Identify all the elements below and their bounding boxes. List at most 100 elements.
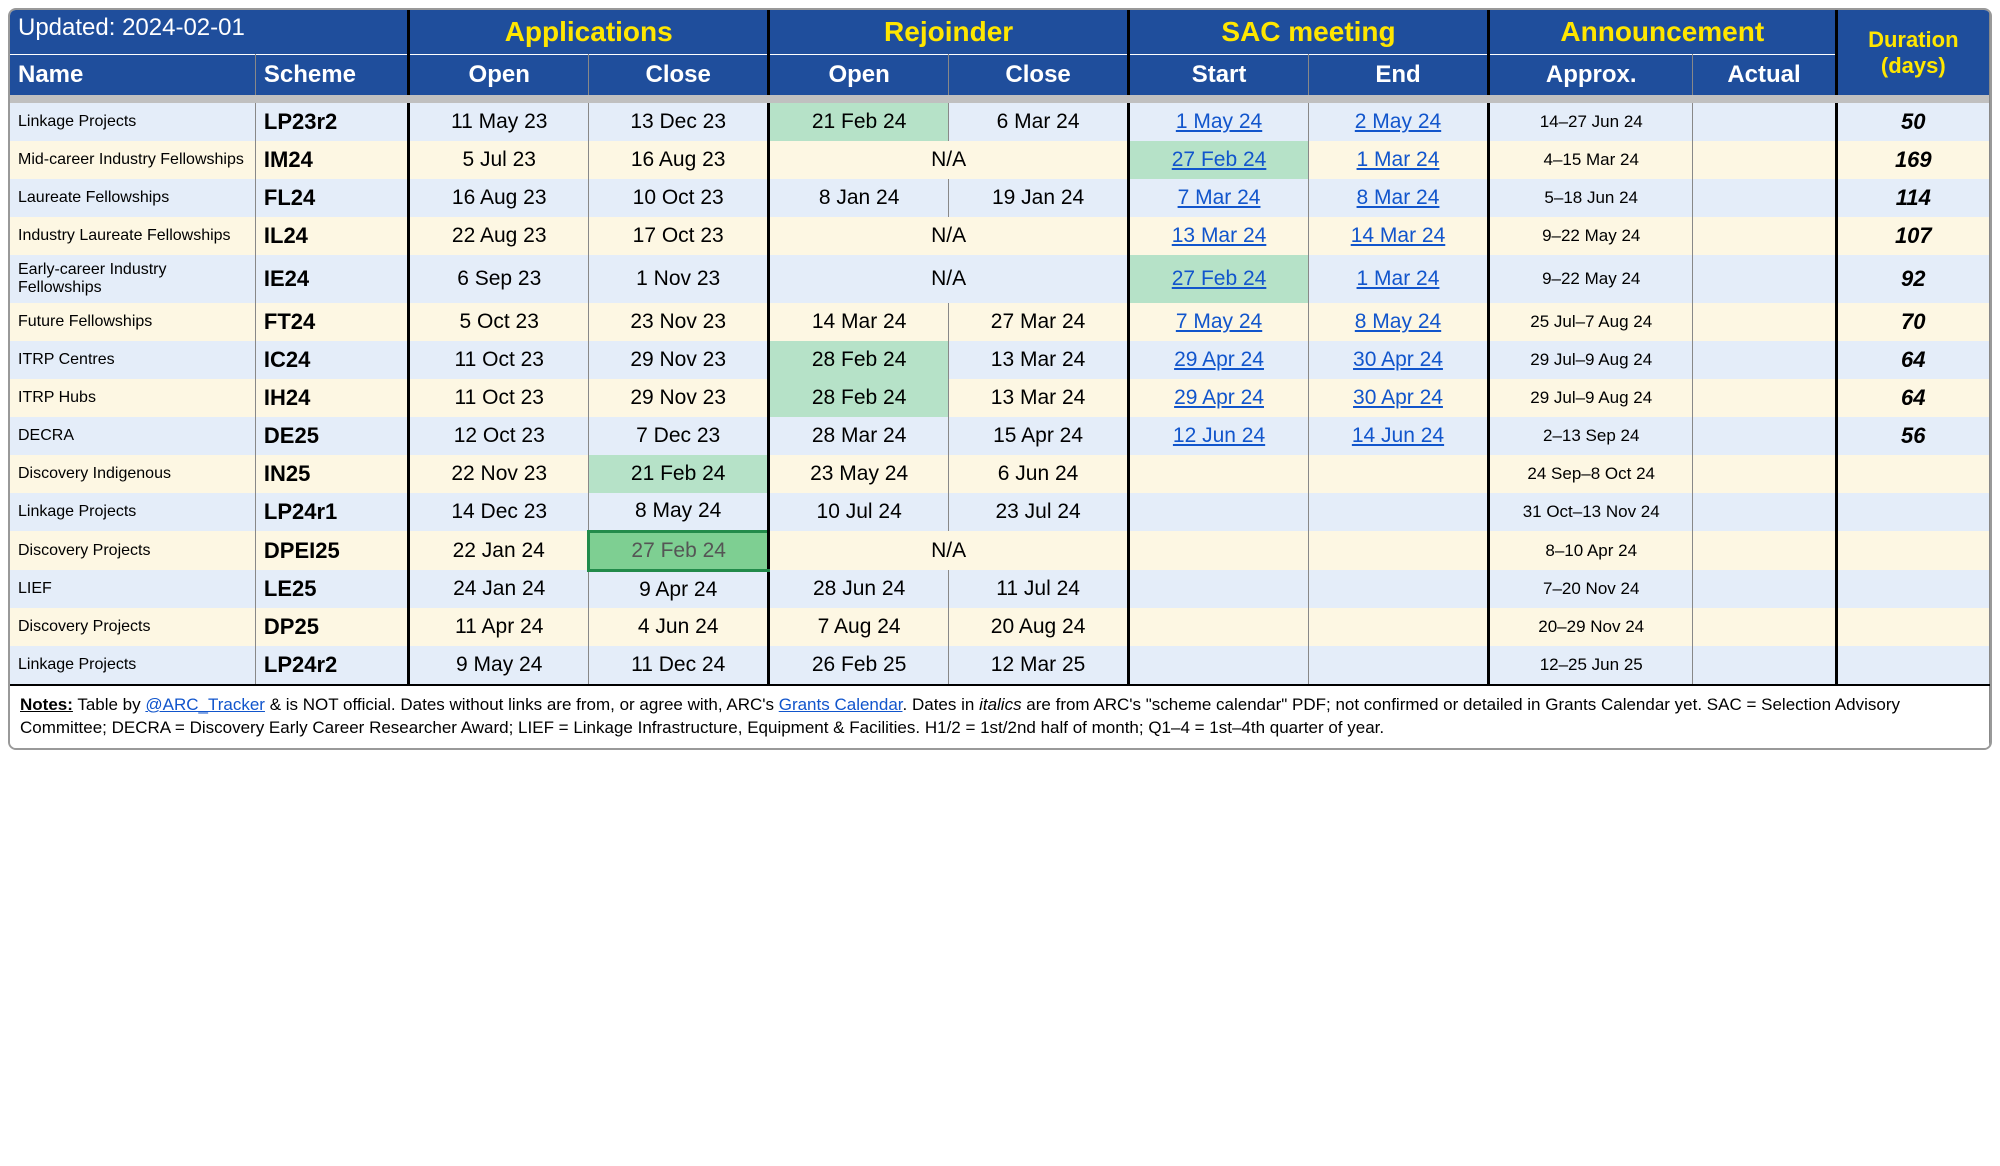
cell-app-close: 13 Dec 23 <box>589 103 769 141</box>
cell-scheme: IH24 <box>255 379 408 417</box>
cell-duration: 107 <box>1836 217 1989 255</box>
cell-actual <box>1693 570 1836 608</box>
cell-actual <box>1693 217 1836 255</box>
cell-actual <box>1693 531 1836 570</box>
cell-app-open: 11 Apr 24 <box>409 608 589 646</box>
cell-app-open: 5 Jul 23 <box>409 141 589 179</box>
cell-duration <box>1836 455 1989 493</box>
table-row: Early-career Industry FellowshipsIE246 S… <box>10 255 1990 303</box>
date-link[interactable]: 8 Mar 24 <box>1357 186 1440 209</box>
cell-app-close: 29 Nov 23 <box>589 379 769 417</box>
date-link[interactable]: 13 Mar 24 <box>1172 224 1267 247</box>
cell-actual <box>1693 255 1836 303</box>
cell-actual <box>1693 103 1836 141</box>
date-link[interactable]: 29 Apr 24 <box>1174 348 1264 371</box>
cell-sac-end <box>1309 493 1489 531</box>
cell-name: Laureate Fellowships <box>10 179 255 217</box>
date-link[interactable]: 30 Apr 24 <box>1353 386 1443 409</box>
cell-sac-end <box>1309 455 1489 493</box>
cell-app-close: 1 Nov 23 <box>589 255 769 303</box>
cell-approx: 9–22 May 24 <box>1488 217 1692 255</box>
table-row: Mid-career Industry FellowshipsIM245 Jul… <box>10 141 1990 179</box>
separator-row <box>10 95 1990 103</box>
cell-duration <box>1836 646 1989 685</box>
cell-duration: 50 <box>1836 103 1989 141</box>
cell-duration: 114 <box>1836 179 1989 217</box>
cell-app-close: 23 Nov 23 <box>589 303 769 341</box>
cell-scheme: DP25 <box>255 608 408 646</box>
cell-app-close: 4 Jun 24 <box>589 608 769 646</box>
table-row: Linkage ProjectsLP24r29 May 2411 Dec 242… <box>10 646 1990 685</box>
table-row: Discovery IndigenousIN2522 Nov 2321 Feb … <box>10 455 1990 493</box>
cell-name: Discovery Indigenous <box>10 455 255 493</box>
cell-app-open: 14 Dec 23 <box>409 493 589 531</box>
cell-approx: 20–29 Nov 24 <box>1488 608 1692 646</box>
cell-duration <box>1836 493 1989 531</box>
date-link[interactable]: 12 Jun 24 <box>1173 424 1265 447</box>
cell-scheme: LP23r2 <box>255 103 408 141</box>
cell-rej-na: N/A <box>769 255 1129 303</box>
date-link[interactable]: 1 Mar 24 <box>1357 267 1440 290</box>
cell-sac-end: 8 Mar 24 <box>1309 179 1489 217</box>
cell-rej-open: 10 Jul 24 <box>769 493 949 531</box>
cell-sac-start: 27 Feb 24 <box>1129 141 1309 179</box>
notes-link-arc-tracker[interactable]: @ARC_Tracker <box>145 695 265 714</box>
table-row: Discovery ProjectsDP2511 Apr 244 Jun 247… <box>10 608 1990 646</box>
cell-name: ITRP Hubs <box>10 379 255 417</box>
date-link[interactable]: 27 Feb 24 <box>1172 148 1267 171</box>
cell-sac-start: 27 Feb 24 <box>1129 255 1309 303</box>
cell-app-close: 17 Oct 23 <box>589 217 769 255</box>
cell-name: Discovery Projects <box>10 531 255 570</box>
cell-approx: 8–10 Apr 24 <box>1488 531 1692 570</box>
col-scheme: Scheme <box>255 55 408 96</box>
date-link[interactable]: 30 Apr 24 <box>1353 348 1443 371</box>
cell-sac-start: 13 Mar 24 <box>1129 217 1309 255</box>
date-link[interactable]: 2 May 24 <box>1355 110 1441 133</box>
cell-duration: 64 <box>1836 379 1989 417</box>
cell-rej-close: 23 Jul 24 <box>949 493 1129 531</box>
cell-app-close: 16 Aug 23 <box>589 141 769 179</box>
cell-scheme: FT24 <box>255 303 408 341</box>
cell-actual <box>1693 303 1836 341</box>
cell-rej-na: N/A <box>769 531 1129 570</box>
table-container: Updated: 2024-02-01 Applications Rejoind… <box>8 8 1992 750</box>
col-rej-close: Close <box>949 55 1129 96</box>
cell-actual <box>1693 493 1836 531</box>
date-link[interactable]: 29 Apr 24 <box>1174 386 1264 409</box>
cell-scheme: IL24 <box>255 217 408 255</box>
cell-actual <box>1693 379 1836 417</box>
cell-name: Mid-career Industry Fellowships <box>10 141 255 179</box>
notes-link-grants-calendar[interactable]: Grants Calendar <box>779 695 903 714</box>
table-row: Linkage ProjectsLP24r114 Dec 238 May 241… <box>10 493 1990 531</box>
cell-approx: 9–22 May 24 <box>1488 255 1692 303</box>
cell-rej-close: 15 Apr 24 <box>949 417 1129 455</box>
date-link[interactable]: 14 Mar 24 <box>1351 224 1446 247</box>
cell-sac-end <box>1309 531 1489 570</box>
table-row: Laureate FellowshipsFL2416 Aug 2310 Oct … <box>10 179 1990 217</box>
date-link[interactable]: 8 May 24 <box>1355 310 1441 333</box>
cell-name: Future Fellowships <box>10 303 255 341</box>
cell-app-open: 11 Oct 23 <box>409 341 589 379</box>
col-app-close: Close <box>589 55 769 96</box>
date-link[interactable]: 27 Feb 24 <box>1172 267 1267 290</box>
table-row: Future FellowshipsFT245 Oct 2323 Nov 231… <box>10 303 1990 341</box>
table-row: Industry Laureate FellowshipsIL2422 Aug … <box>10 217 1990 255</box>
cell-sac-end: 1 Mar 24 <box>1309 141 1489 179</box>
date-link[interactable]: 1 May 24 <box>1176 110 1262 133</box>
cell-rej-close: 13 Mar 24 <box>949 341 1129 379</box>
cell-sac-end: 14 Jun 24 <box>1309 417 1489 455</box>
date-link[interactable]: 7 May 24 <box>1176 310 1262 333</box>
cell-rej-open: 28 Jun 24 <box>769 570 949 608</box>
cell-sac-end: 30 Apr 24 <box>1309 379 1489 417</box>
date-link[interactable]: 14 Jun 24 <box>1352 424 1444 447</box>
notes-row: Notes: Table by @ARC_Tracker & is NOT of… <box>10 685 1990 748</box>
cell-rej-open: 8 Jan 24 <box>769 179 949 217</box>
date-link[interactable]: 1 Mar 24 <box>1357 148 1440 171</box>
cell-sac-start <box>1129 493 1309 531</box>
cell-duration: 92 <box>1836 255 1989 303</box>
cell-app-close: 9 Apr 24 <box>589 570 769 608</box>
cell-app-open: 22 Nov 23 <box>409 455 589 493</box>
cell-sac-start: 29 Apr 24 <box>1129 341 1309 379</box>
col-name: Name <box>10 55 255 96</box>
date-link[interactable]: 7 Mar 24 <box>1178 186 1261 209</box>
